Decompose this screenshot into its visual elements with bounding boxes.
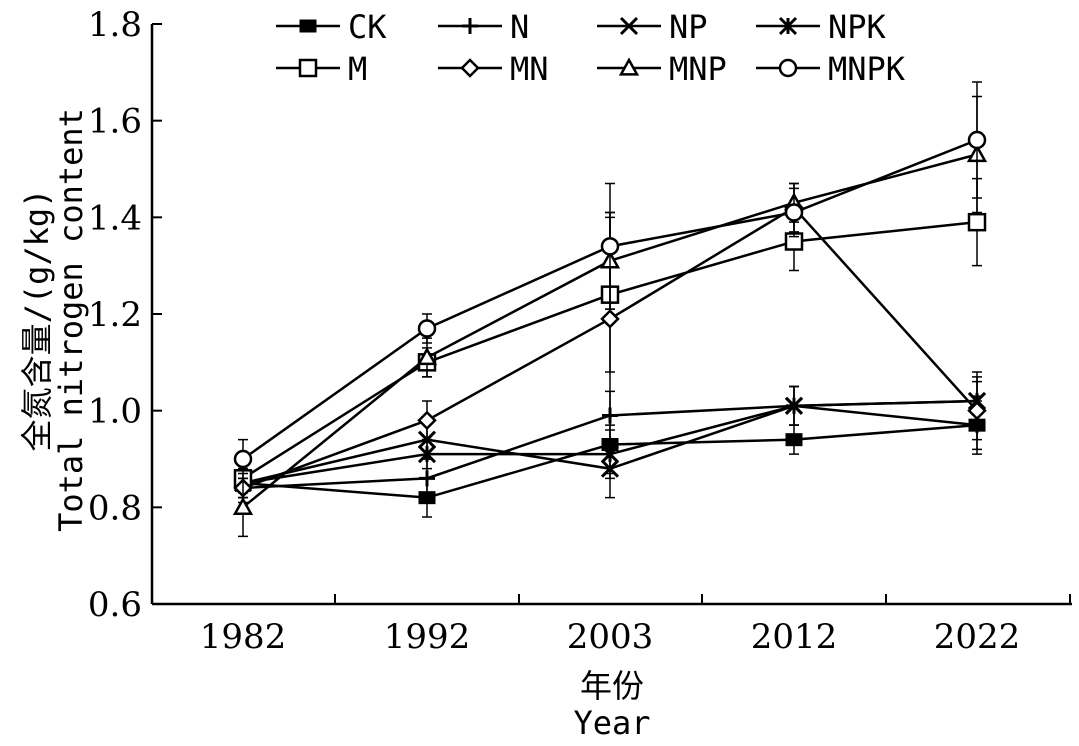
legend-item-m: M	[276, 50, 367, 88]
legend-item-mnpk: MNPK	[756, 50, 906, 88]
x-tick-label: 1982	[200, 617, 287, 657]
marker-open-circle	[600, 237, 620, 256]
marker-asterisk	[784, 396, 804, 415]
marker-open-triangle	[232, 496, 254, 515]
marker-open-circle	[417, 319, 437, 338]
marker-filled-square	[299, 19, 317, 33]
legend-item-npk: NPK	[756, 8, 887, 46]
legend-label: CK	[348, 8, 387, 46]
legend-item-ck: CK	[276, 8, 387, 46]
legend-label: MNP	[669, 50, 727, 88]
y-tick-label: 1.4	[88, 198, 142, 238]
y-axis-title-en: Total nitrogen content	[52, 108, 90, 532]
x-tick-label: 2003	[567, 617, 654, 657]
legend-label: M	[348, 50, 367, 88]
marker-asterisk	[600, 445, 620, 464]
legend-item-mnp: MNP	[597, 50, 727, 88]
y-tick-label: 1.2	[88, 295, 142, 335]
marker-open-circle	[233, 449, 253, 469]
legend-label: NPK	[828, 8, 887, 46]
marker-x	[619, 16, 639, 36]
y-tick-label: 1.8	[88, 5, 142, 45]
marker-asterisk	[417, 445, 437, 464]
marker-asterisk	[778, 16, 798, 36]
marker-open-square	[967, 212, 987, 232]
x-axis-title-zh: 年份	[580, 667, 644, 705]
legend-label: MN	[510, 50, 549, 88]
legend-item-mn: MN	[438, 50, 549, 88]
series-mnpk	[233, 81, 987, 480]
marker-open-triangle	[416, 346, 438, 366]
marker-open-circle	[778, 58, 798, 78]
marker-plus	[462, 18, 478, 34]
legend-label: NP	[669, 8, 708, 46]
y-tick-label: 0.8	[88, 488, 142, 528]
marker-open-diamond	[967, 400, 987, 421]
marker-open-circle	[967, 130, 987, 150]
legend-label: MNPK	[828, 50, 906, 88]
marker-open-triangle	[618, 57, 640, 76]
axes: 0.6 0.8 1.0 1.2 1.4 1.6 1.8 1982 1992 2003 2012 202…	[88, 5, 1072, 657]
plot-area	[232, 81, 988, 538]
y-tick-label: 1.0	[88, 392, 142, 432]
legend-label: N	[510, 8, 529, 46]
marker-open-square	[298, 58, 318, 78]
y-tick-label: 1.6	[88, 102, 142, 142]
legend-item-np: NP	[597, 8, 708, 46]
marker-filled-square	[785, 433, 803, 447]
marker-open-diamond	[460, 58, 480, 78]
x-axis-title-en: Year	[573, 704, 650, 742]
x-tick-label: 2022	[934, 617, 1021, 657]
marker-open-diamond	[417, 410, 437, 431]
x-tick-label: 2012	[751, 617, 838, 657]
marker-plus	[419, 470, 435, 487]
legend: CK N NP NPK M MN MNP MNPK	[276, 8, 906, 88]
marker-open-circle	[784, 203, 804, 222]
x-tick-label: 1992	[384, 617, 471, 657]
y-axis-title-zh: 全氮含量/(g/kg)	[18, 189, 56, 452]
marker-open-diamond	[600, 309, 620, 329]
y-tick-label: 0.6	[88, 585, 142, 625]
legend-item-n: N	[438, 8, 529, 46]
